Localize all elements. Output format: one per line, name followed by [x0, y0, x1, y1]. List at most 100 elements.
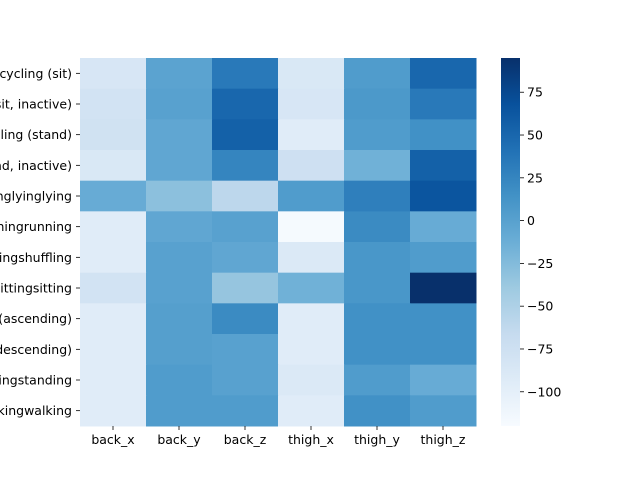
heatmap-cell [212, 211, 279, 243]
heatmap-cell [212, 364, 279, 396]
heatmap-cell [410, 364, 477, 396]
heatmap-cell [80, 395, 147, 427]
colorbar-tick-label: −75 [527, 341, 553, 356]
heatmap-cell [410, 119, 477, 151]
heatmap-cell [278, 180, 345, 212]
heatmap-cell [80, 242, 147, 274]
row-labels: cycling (sit) cycling (sit, inactive) cycl… [0, 66, 80, 418]
heatmap-cell [212, 242, 279, 274]
colorbar-tick-label: −25 [527, 256, 553, 271]
heatmap-cell [212, 180, 279, 212]
heatmap-cell [80, 272, 147, 304]
heatmap-cell [410, 303, 477, 335]
colorbar-tick-label: −50 [527, 299, 553, 314]
heatmap-cell [410, 395, 477, 427]
heatmap-cell [80, 88, 147, 120]
heatmap-cell [212, 272, 279, 304]
heatmap-cell [146, 242, 213, 274]
heatmap-cell [410, 242, 477, 274]
heatmap-cell [410, 272, 477, 304]
heatmap-cell [344, 395, 411, 427]
column-label: back_x [91, 432, 134, 447]
heatmap-cell [278, 242, 345, 274]
heatmap-cell [278, 364, 345, 396]
heatmap-cell [278, 303, 345, 335]
row-label: sittingsittingsitting [0, 281, 72, 296]
heatmap-cell [80, 334, 147, 366]
heatmap-cell [344, 180, 411, 212]
heatmap-cell [410, 150, 477, 182]
heatmap-cell [146, 119, 213, 151]
heatmap-cell [410, 88, 477, 120]
heatmap-cell [80, 303, 147, 335]
row-label: shufflingshufflingshuffling [0, 250, 72, 265]
heatmap-cell [146, 88, 213, 120]
heatmap-cell [80, 364, 147, 396]
row-label: lyinglyinglying [0, 189, 72, 204]
heatmap-cell [344, 88, 411, 120]
heatmap-cell [212, 150, 279, 182]
heatmap-cell [344, 272, 411, 304]
heatmap-cell [344, 242, 411, 274]
heatmap-cell [278, 272, 345, 304]
heatmap-cell [344, 150, 411, 182]
heatmap-cell [146, 395, 213, 427]
colorbar-tick-label: 50 [527, 128, 543, 143]
heatmap-cell [212, 303, 279, 335]
row-label: walkingwalkingwalking [0, 403, 72, 418]
heatmap-cell [146, 211, 213, 243]
heatmap-cell [212, 395, 279, 427]
heatmap-cell [146, 272, 213, 304]
heatmap-cell [80, 119, 147, 151]
column-label: back_y [157, 432, 201, 447]
heatmap-cell [146, 303, 213, 335]
row-label: stairs (descending) [0, 342, 72, 357]
row-label: cycling (stand) [0, 127, 72, 142]
heatmap-cell [278, 119, 345, 151]
column-label: thigh_x [288, 432, 334, 447]
row-label: runningrunningrunning [0, 219, 72, 234]
column-labels: back_x back_y back_z thigh_x thigh_y thigh_z [91, 426, 466, 447]
heatmap-cell [212, 119, 279, 151]
heatmap-cell [278, 150, 345, 182]
row-label: cycling (stand, inactive) [0, 158, 72, 173]
row-label: cycling (sit, inactive) [0, 97, 72, 112]
heatmap-cell [410, 180, 477, 212]
heatmap-cell [410, 334, 477, 366]
heatmap-cell [344, 119, 411, 151]
heatmap-cell [410, 211, 477, 243]
heatmap-cell [344, 303, 411, 335]
heatmap-cell [146, 150, 213, 182]
row-label: cycling (sit) [0, 66, 72, 81]
colorbar-tick-label: −100 [527, 384, 561, 399]
heatmap-cell [80, 58, 147, 90]
colorbar-tick-label: 75 [527, 85, 543, 100]
heatmap-cell [344, 211, 411, 243]
heatmap-cell [278, 58, 345, 90]
heatmap-cell [410, 58, 477, 90]
colorbar-gradient [501, 58, 520, 426]
heatmap-cell [344, 58, 411, 90]
row-label: standingstandingstanding [0, 373, 72, 388]
heatmap-cell [278, 334, 345, 366]
heatmap-cell [212, 88, 279, 120]
heatmap-cell [344, 364, 411, 396]
colorbar-tick-label: 0 [527, 213, 535, 228]
heatmap-cell [80, 211, 147, 243]
colorbar-tick-label: 25 [527, 170, 543, 185]
heatmap-cell [278, 88, 345, 120]
column-label: thigh_y [354, 432, 400, 447]
heatmap-cell [278, 211, 345, 243]
heatmap-cell [146, 180, 213, 212]
heatmap-cell [80, 150, 147, 182]
heatmap-cell [146, 364, 213, 396]
heatmap-cell [278, 395, 345, 427]
colorbar-ticks: 75 50 25 0 −25 −50 −75 −100 [520, 85, 561, 399]
column-label: thigh_z [421, 432, 466, 447]
heatmap-cell [80, 180, 147, 212]
heatmap-cell [146, 58, 213, 90]
column-label: back_z [224, 432, 267, 447]
heatmap-cell [212, 58, 279, 90]
heatmap-cell [212, 334, 279, 366]
